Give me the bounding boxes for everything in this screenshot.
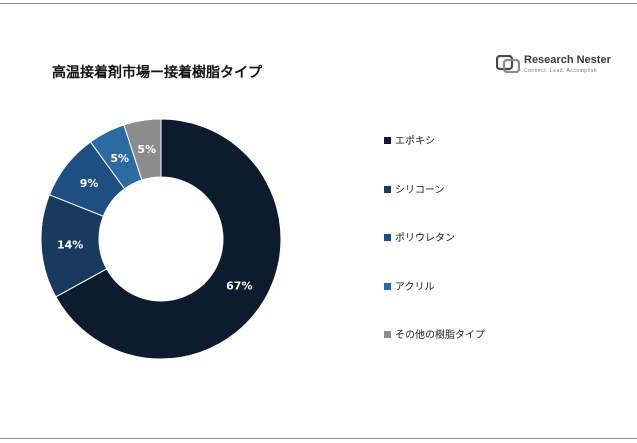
bottom-rule — [0, 438, 637, 439]
legend-swatch-2 — [384, 185, 391, 193]
research-nester-logo-icon — [496, 55, 520, 73]
slice-value-label-3: 9% — [80, 177, 99, 190]
slice-value-label-4: 5% — [110, 152, 129, 165]
logo-tagline: Connect. Lead. Accomplish — [524, 68, 598, 74]
slice-value-label-2: 14% — [57, 239, 83, 252]
legend-label-1: エポキシ — [395, 136, 435, 147]
chart-title: 高温接着剤市場ー接着樹脂タイプ — [52, 65, 262, 81]
legend-item-2: シリコーン — [384, 181, 445, 196]
legend-item-1: エポキシ — [384, 132, 435, 147]
legend-label-4: アクリル — [395, 281, 435, 293]
legend-swatch-3 — [384, 234, 391, 241]
donut-slice-5 — [123, 118, 162, 181]
donut-slice-1 — [55, 118, 282, 360]
slice-value-label-1: 67% — [226, 279, 252, 292]
legend-item-4: アクリル — [384, 278, 435, 293]
research-nester-logo: Research Nester Connect. Lead. Accomplis… — [496, 54, 611, 78]
legend-item-5: その他の樹脂タイプ — [384, 326, 485, 341]
legend-item-3: ポリウレタン — [384, 229, 455, 244]
logo-wordmark: Research Nester — [524, 54, 611, 66]
top-rule — [0, 3, 637, 4]
legend-label-5: その他の樹脂タイプ — [395, 330, 485, 341]
legend-label-3: ポリウレタン — [395, 233, 455, 244]
legend-swatch-4 — [384, 282, 391, 290]
legend-swatch-5 — [384, 331, 391, 338]
slice-value-label-5: 5% — [137, 143, 156, 156]
legend-swatch-1 — [384, 137, 391, 144]
legend-label-2: シリコーン — [395, 184, 445, 196]
